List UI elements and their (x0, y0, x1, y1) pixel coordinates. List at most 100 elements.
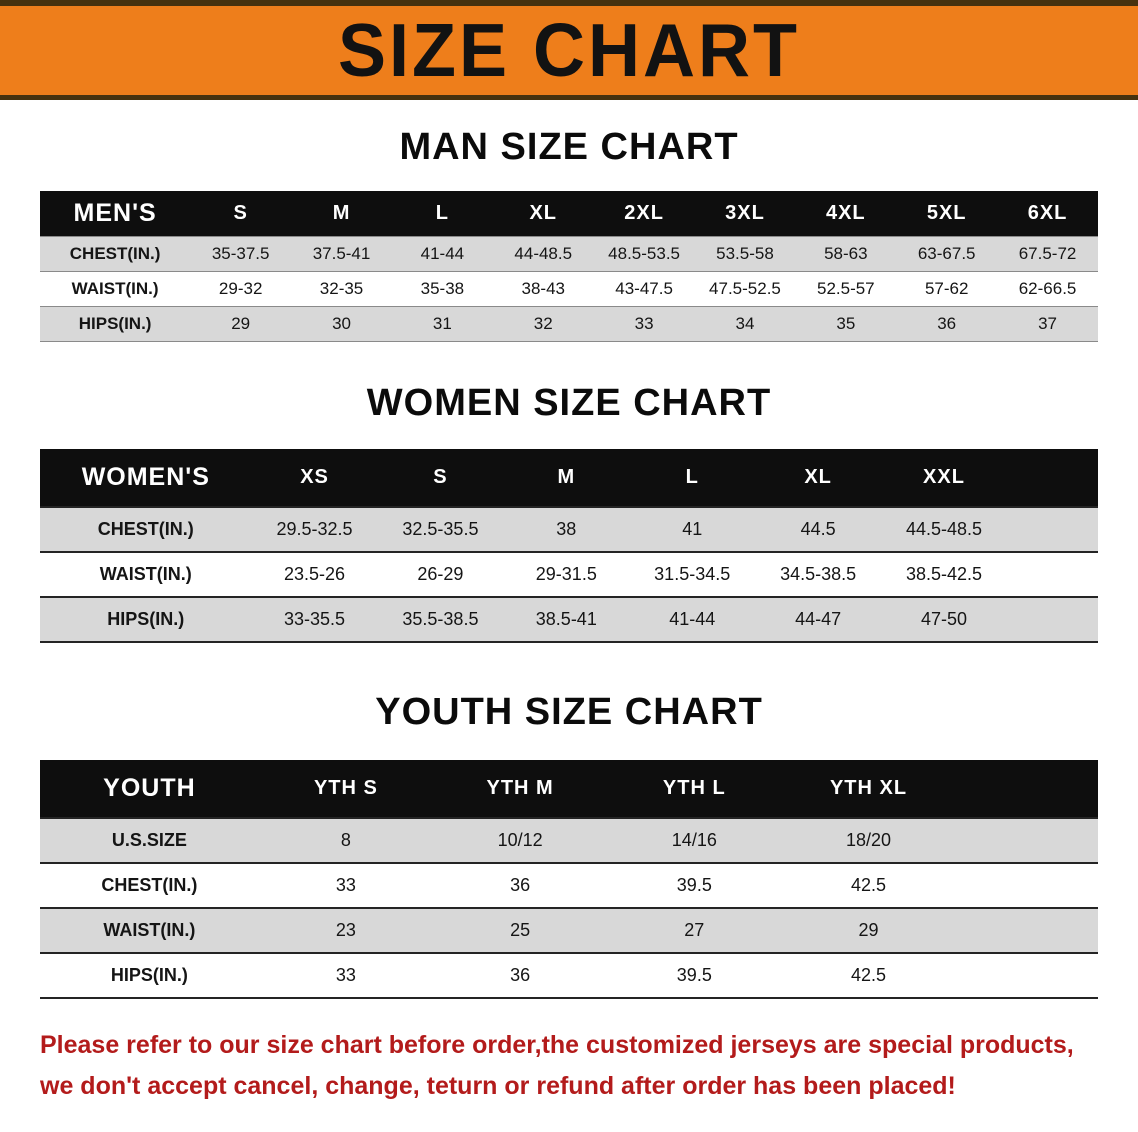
size-value: 31 (391, 306, 493, 342)
size-value: 29-31.5 (503, 551, 630, 597)
measurement-row-label: CHEST(IN.) (40, 862, 259, 908)
size-value: 32 (492, 306, 594, 342)
table-title: WOMEN'S (40, 449, 252, 507)
size-value: 29 (190, 306, 292, 342)
size-value: 36 (896, 306, 998, 342)
size-value: 29-32 (190, 271, 292, 307)
measurement-row-label: HIPS(IN.) (40, 952, 259, 999)
spacer-cell (1006, 551, 1098, 597)
size-value: 29 (781, 907, 956, 953)
size-value: 62-66.5 (997, 271, 1098, 307)
size-value: 39.5 (607, 862, 782, 908)
measurement-row-label: CHEST(IN.) (40, 236, 191, 272)
size-value: 57-62 (896, 271, 998, 307)
size-value: 23 (258, 907, 434, 953)
table-row: HIPS(IN.) 29 30 31 32 33 34 35 36 37 (40, 306, 1098, 342)
size-value: 38.5-42.5 (881, 551, 1007, 597)
size-column-header: L (629, 449, 756, 507)
table-row: WAIST(IN.) 23 25 27 29 (40, 907, 1098, 953)
size-value: 10/12 (433, 817, 608, 863)
size-value: 35-38 (391, 271, 493, 307)
size-value: 38-43 (492, 271, 594, 307)
size-value: 44.5 (755, 506, 882, 552)
size-value: 8 (258, 817, 434, 863)
measurement-row-label: CHEST(IN.) (40, 506, 252, 552)
size-value: 27 (607, 907, 782, 953)
banner-title: SIZE CHART (338, 8, 800, 93)
size-value: 44-47 (755, 596, 882, 643)
size-value: 47.5-52.5 (694, 271, 796, 307)
size-column-header: 3XL (694, 191, 796, 237)
youth-size-table: YOUTH YTH S YTH M YTH L YTH XL U.S.SIZE 8 10/12… (40, 760, 1098, 999)
size-value: 30 (291, 306, 392, 342)
size-column-header: L (391, 191, 493, 237)
size-chart-banner: SIZE CHART (0, 0, 1138, 100)
size-column-header: YTH XL (781, 760, 956, 818)
measurement-row-label: HIPS(IN.) (40, 596, 252, 643)
size-value: 48.5-53.5 (593, 236, 695, 272)
table-title: YOUTH (40, 760, 259, 818)
size-value: 32.5-35.5 (377, 506, 504, 552)
size-value: 18/20 (781, 817, 956, 863)
size-value: 41 (629, 506, 756, 552)
size-column-header: XL (755, 449, 882, 507)
size-column-header: S (190, 191, 292, 237)
size-value: 25 (433, 907, 608, 953)
size-value: 23.5-26 (251, 551, 378, 597)
women-size-table: WOMEN'S XS S M L XL XXL CHEST(IN.) 29.5-32.5 32.5… (40, 449, 1098, 643)
size-column-header: M (503, 449, 630, 507)
size-value: 67.5-72 (997, 236, 1098, 272)
measurement-row-label: WAIST(IN.) (40, 907, 259, 953)
size-value: 36 (433, 862, 608, 908)
size-value: 43-47.5 (593, 271, 695, 307)
size-value: 39.5 (607, 952, 782, 999)
men-size-table: MEN'S S M L XL 2XL 3XL 4XL 5XL 6XL CHEST(IN.) 35-37… (40, 191, 1098, 342)
table-row: CHEST(IN.) 35-37.5 37.5-41 41-44 44-48.5 48.5… (40, 236, 1098, 272)
size-value: 31.5-34.5 (629, 551, 756, 597)
spacer-cell (1006, 506, 1098, 552)
measurement-row-label: U.S.SIZE (40, 817, 259, 863)
size-value: 26-29 (377, 551, 504, 597)
table-header-row: WOMEN'S XS S M L XL XXL (40, 449, 1098, 507)
table-row: WAIST(IN.) 29-32 32-35 35-38 38-43 43-47.5 47.… (40, 271, 1098, 307)
size-value: 33 (258, 862, 434, 908)
youth-size-chart-heading: YOUTH SIZE CHART (375, 691, 763, 733)
spacer-cell (1006, 449, 1098, 507)
size-value: 41-44 (629, 596, 756, 643)
size-column-header: XL (492, 191, 594, 237)
size-value: 36 (433, 952, 608, 999)
size-value: 37 (997, 306, 1098, 342)
measurement-row-label: HIPS(IN.) (40, 306, 191, 342)
table-row: WAIST(IN.) 23.5-26 26-29 29-31.5 31.5-34.5 34… (40, 551, 1098, 597)
size-value: 33 (593, 306, 695, 342)
size-value: 37.5-41 (291, 236, 392, 272)
size-value: 35.5-38.5 (377, 596, 504, 643)
size-value: 44.5-48.5 (881, 506, 1007, 552)
size-column-header: 5XL (896, 191, 998, 237)
measurement-row-label: WAIST(IN.) (40, 551, 252, 597)
table-title: MEN'S (40, 191, 191, 237)
spacer-cell (955, 760, 1098, 818)
size-value: 34 (694, 306, 796, 342)
size-value: 38 (503, 506, 630, 552)
size-column-header: M (291, 191, 392, 237)
size-value: 47-50 (881, 596, 1007, 643)
man-size-chart-heading: MAN SIZE CHART (399, 126, 739, 168)
size-value: 42.5 (781, 862, 956, 908)
size-column-header: YTH M (433, 760, 608, 818)
spacer-cell (955, 862, 1098, 908)
size-column-header: S (377, 449, 504, 507)
size-value: 52.5-57 (795, 271, 897, 307)
table-header-row: YOUTH YTH S YTH M YTH L YTH XL (40, 760, 1098, 818)
size-value: 58-63 (795, 236, 897, 272)
size-column-header: 2XL (593, 191, 695, 237)
measurement-row-label: WAIST(IN.) (40, 271, 191, 307)
table-row: CHEST(IN.) 29.5-32.5 32.5-35.5 38 41 44.5 44.5… (40, 506, 1098, 552)
size-value: 63-67.5 (896, 236, 998, 272)
table-row: CHEST(IN.) 33 36 39.5 42.5 (40, 862, 1098, 908)
spacer-cell (955, 907, 1098, 953)
size-value: 29.5-32.5 (251, 506, 378, 552)
size-value: 35 (795, 306, 897, 342)
size-column-header: XXL (881, 449, 1007, 507)
size-value: 38.5-41 (503, 596, 630, 643)
